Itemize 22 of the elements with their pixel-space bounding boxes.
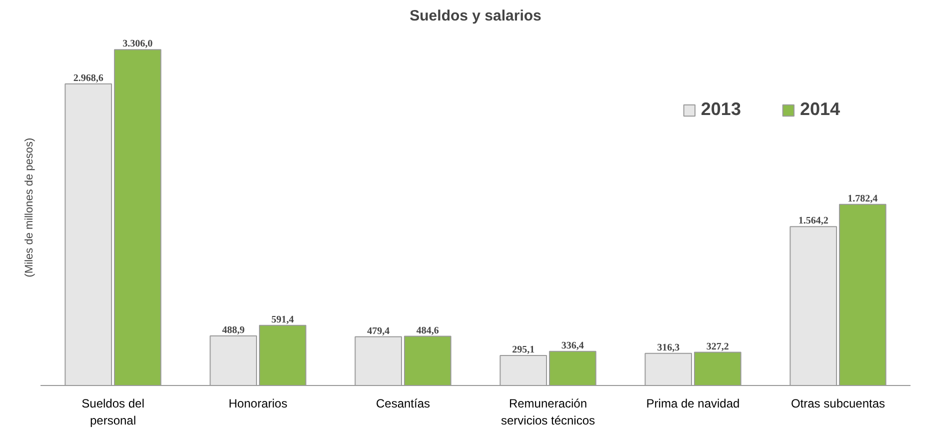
data-label: 488,9 — [222, 324, 245, 336]
legend-label: 2014 — [800, 99, 840, 120]
data-label: 316,3 — [657, 342, 680, 354]
data-label: 1.782,4 — [848, 193, 878, 204]
chart-title: Sueldos y salarios — [410, 8, 542, 24]
data-label: 591,4 — [271, 314, 294, 326]
data-label: 1.564,2 — [798, 216, 828, 227]
legend-label: 2013 — [700, 99, 741, 120]
data-label: 2.968,6 — [73, 72, 104, 84]
data-label: 336,4 — [561, 340, 584, 352]
data-label: 327,2 — [706, 341, 729, 352]
data-label: 3.306,0 — [122, 38, 153, 50]
data-label: 484,6 — [416, 325, 439, 336]
x-tick-label: Remuneración servicios técnicos — [500, 396, 596, 428]
x-tick-label: Otras subcuentas — [790, 396, 886, 410]
data-label: 479,4 — [367, 326, 390, 337]
x-tick-label: Prima de navidad — [646, 396, 740, 410]
x-tick-label: Sueldos del personal — [82, 396, 144, 428]
y-axis-title: (Miles de millones de pesos) — [24, 138, 36, 278]
x-tick-label: Honorarios — [228, 396, 288, 410]
x-tick-label: Cesantías — [376, 396, 430, 410]
data-label: 295,1 — [512, 344, 535, 356]
